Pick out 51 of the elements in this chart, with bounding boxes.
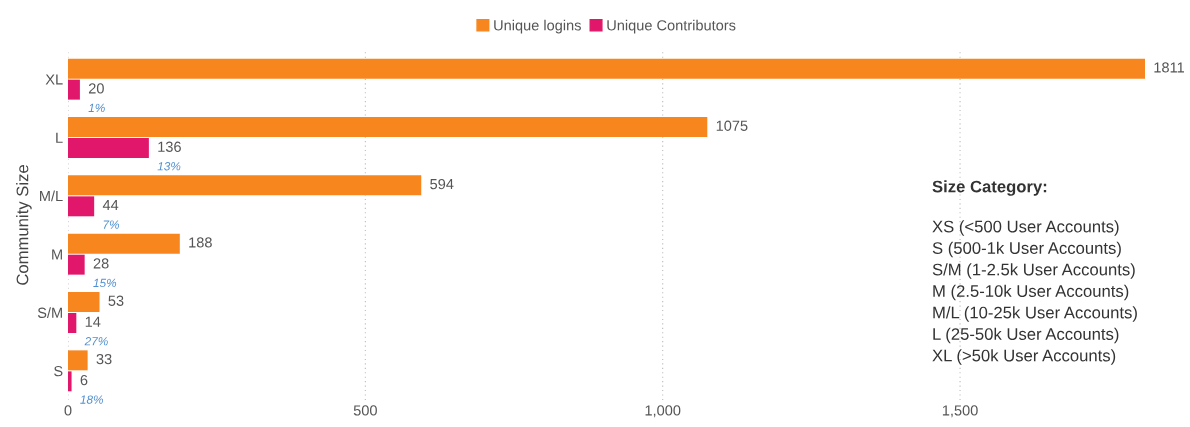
- bar: [68, 196, 95, 217]
- bar: [68, 313, 77, 333]
- annotation: L (25-50k User Accounts): [933, 327, 1119, 344]
- data-label: 594: [430, 178, 454, 190]
- x-tick-label: 500: [353, 405, 377, 416]
- bar: [68, 58, 1145, 79]
- data-label: 1811: [1154, 62, 1184, 73]
- x-tick-label: 1,500: [942, 405, 978, 418]
- data-label: 33: [96, 353, 112, 365]
- data-label: 14: [85, 316, 101, 327]
- annotation: M (2.5-10k User Accounts): [933, 284, 1129, 301]
- bar: [68, 79, 80, 100]
- annotation: 13%: [157, 162, 181, 171]
- annotation: 1%: [88, 103, 105, 113]
- y-tick-label: XL: [45, 74, 63, 85]
- y-tick-label: S: [54, 365, 63, 377]
- annotation: Size Category:: [932, 180, 1047, 196]
- y-tick-label: M/L: [40, 190, 63, 202]
- y-axis-title: Community Size: [16, 165, 32, 285]
- annotation: 18%: [80, 395, 104, 404]
- annotation: XS (<500 User Accounts): [932, 220, 1119, 236]
- annotation: S/M (1-2.5k User Accounts): [932, 263, 1135, 279]
- bar: [68, 175, 422, 196]
- annotation: XL (>50k User Accounts): [932, 349, 1116, 365]
- data-label: 53: [108, 295, 124, 306]
- annotation: S (500-1k User Accounts): [932, 241, 1121, 258]
- data-label: 1075: [716, 120, 748, 131]
- annotation: 27%: [84, 337, 108, 346]
- bar: [68, 233, 180, 254]
- data-label: 188: [189, 237, 212, 248]
- x-tick-label: 0: [64, 405, 72, 416]
- bar: [68, 350, 88, 371]
- bar: [68, 117, 708, 137]
- y-tick-label: S/M: [37, 307, 62, 318]
- y-tick-label: M: [52, 249, 62, 260]
- annotation: 15%: [93, 278, 117, 288]
- x-tick-label: 1,000: [645, 405, 681, 418]
- annotation: M/L (10-25k User Accounts): [933, 306, 1137, 322]
- bar: [68, 371, 72, 392]
- bar: [68, 254, 85, 275]
- legend-label: Unique logins: [494, 19, 581, 34]
- annotation: 7%: [103, 220, 120, 229]
- bar: [68, 138, 149, 158]
- data-label: 136: [158, 141, 181, 152]
- data-label: 28: [93, 258, 109, 269]
- data-label: 20: [88, 83, 104, 94]
- data-label: 44: [102, 200, 119, 211]
- data-label: 6: [80, 374, 88, 386]
- bar: [68, 292, 100, 312]
- y-tick-label: L: [56, 132, 63, 143]
- legend-label: Unique Contributors: [607, 19, 736, 34]
